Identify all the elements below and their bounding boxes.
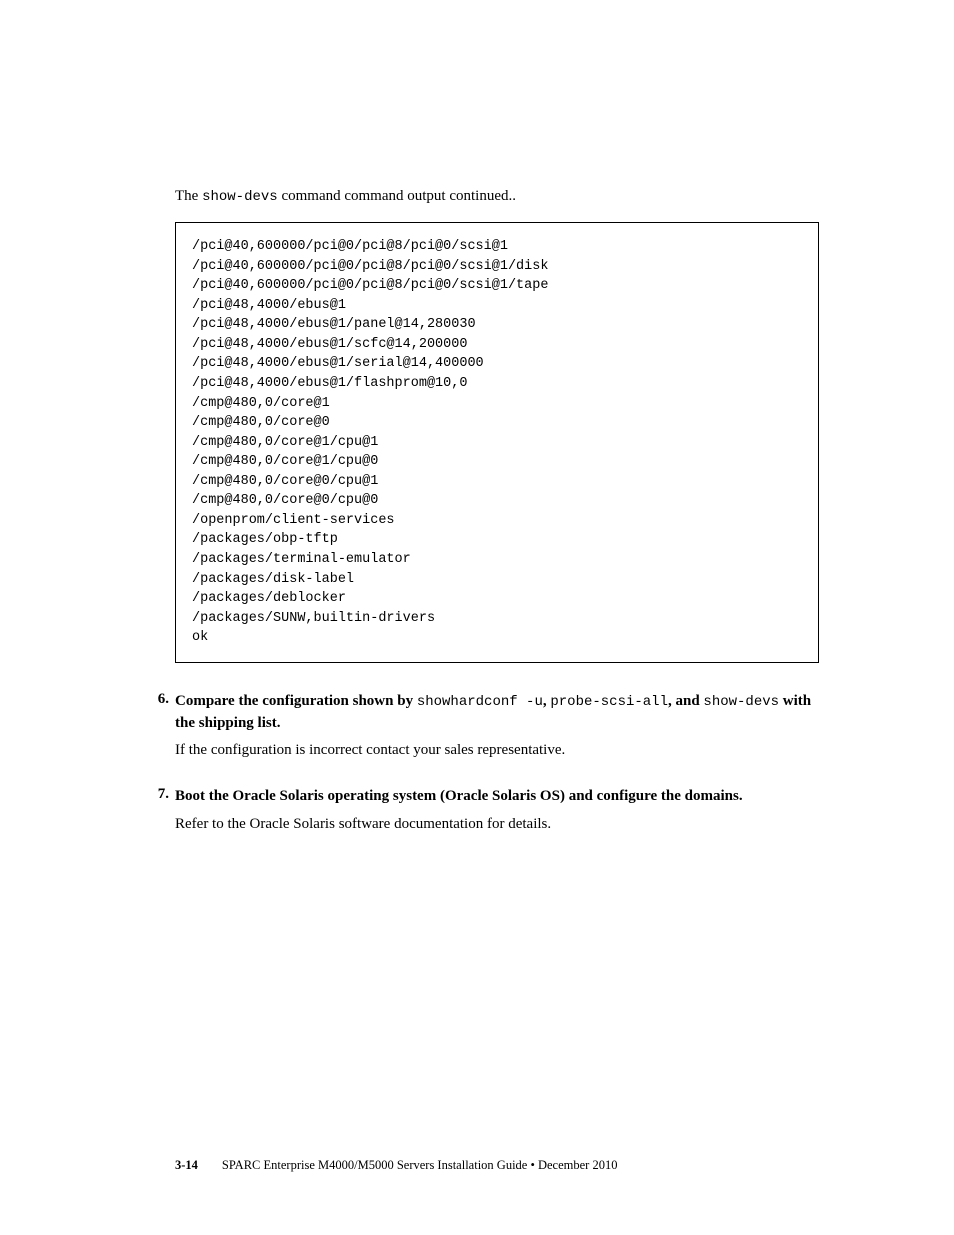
step-body: Compare the configuration shown by showh… [175, 691, 819, 780]
inline-code: probe-scsi-all [550, 694, 668, 710]
step-description: Refer to the Oracle Solaris software doc… [175, 814, 819, 836]
step-body: Boot the Oracle Solaris operating system… [175, 786, 819, 854]
step-number: 7. [149, 786, 169, 854]
inline-code: show-devs [703, 694, 779, 710]
intro-command: show-devs [202, 189, 278, 205]
page-number: 3-14 [175, 1158, 198, 1172]
step-instruction: Compare the configuration shown by showh… [175, 691, 819, 735]
intro-text: The show-devs command command output con… [175, 185, 819, 208]
step-item: 6.Compare the configuration shown by sho… [175, 691, 819, 780]
step-text: , and [668, 693, 703, 709]
code-output-box: /pci@40,600000/pci@0/pci@8/pci@0/scsi@1 … [175, 222, 819, 663]
steps-list: 6.Compare the configuration shown by sho… [175, 691, 819, 854]
step-item: 7.Boot the Oracle Solaris operating syst… [175, 786, 819, 854]
page-footer: 3-14 SPARC Enterprise M4000/M5000 Servers… [175, 1158, 617, 1173]
footer-text: SPARC Enterprise M4000/M5000 Servers Ins… [222, 1158, 618, 1172]
intro-suffix: command command output continued.. [278, 188, 516, 204]
inline-code: showhardconf -u [417, 694, 543, 710]
page-content: The show-devs command command output con… [0, 0, 954, 854]
step-text: Compare the configuration shown by [175, 693, 417, 709]
step-number: 6. [149, 691, 169, 780]
intro-prefix: The [175, 188, 202, 204]
step-text: Boot the Oracle Solaris operating system… [175, 788, 743, 804]
step-instruction: Boot the Oracle Solaris operating system… [175, 786, 819, 808]
step-description: If the configuration is incorrect contac… [175, 740, 819, 762]
